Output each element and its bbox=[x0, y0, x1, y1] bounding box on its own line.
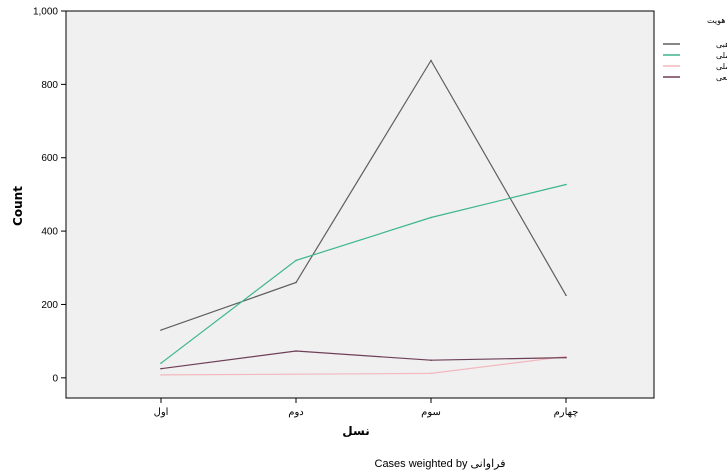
y-tick-label: 0 bbox=[52, 373, 58, 384]
x-tick-label: چهارم bbox=[554, 407, 579, 418]
series-line bbox=[160, 350, 567, 370]
plot-background bbox=[66, 11, 654, 398]
series-line bbox=[160, 183, 567, 364]
series-line bbox=[160, 59, 567, 331]
y-tick-label: 1,000 bbox=[33, 7, 58, 18]
y-axis: 0 200 400 600 800 1,000 bbox=[33, 7, 66, 384]
data-point bbox=[160, 374, 162, 376]
legend-label: اساطیر جمعی bbox=[716, 73, 727, 82]
x-axis-title: نسل bbox=[342, 424, 369, 438]
y-tick-label: 400 bbox=[41, 227, 58, 238]
data-point bbox=[430, 59, 432, 62]
y-tick-label: 600 bbox=[41, 153, 58, 164]
data-point bbox=[430, 216, 432, 219]
x-tick-label: سوم bbox=[421, 407, 441, 418]
data-point bbox=[565, 294, 567, 297]
y-axis-title: Count bbox=[11, 186, 25, 226]
series-line bbox=[160, 355, 567, 376]
legend-label: هویت مذهبی bbox=[716, 40, 727, 49]
x-axis: اول دوم سوم چهارم bbox=[154, 398, 579, 418]
plot-frame bbox=[65, 10, 655, 399]
legend: هویت هویت مذهبی هویت ملی هویت فراملی اساطیر… bbox=[663, 16, 727, 82]
data-point bbox=[430, 359, 432, 362]
y-tick-label: 200 bbox=[41, 300, 58, 311]
data-point bbox=[565, 356, 567, 359]
data-point bbox=[160, 362, 162, 364]
series-layer bbox=[160, 59, 567, 376]
legend-label: هویت ملی bbox=[716, 51, 727, 60]
data-point bbox=[565, 183, 567, 186]
data-point bbox=[430, 372, 432, 375]
legend-label: هویت فراملی bbox=[716, 62, 727, 71]
data-point bbox=[565, 355, 567, 358]
y-tick-label: 800 bbox=[41, 80, 58, 91]
x-tick-label: اول bbox=[154, 407, 169, 418]
data-point bbox=[295, 281, 297, 284]
data-point bbox=[295, 350, 297, 352]
weighting-footnote: Cases weighted by فراوانی bbox=[375, 458, 506, 470]
data-point bbox=[295, 259, 297, 262]
data-point bbox=[160, 367, 162, 370]
data-point bbox=[295, 373, 297, 375]
x-tick-label: دوم bbox=[288, 407, 303, 418]
data-point bbox=[160, 329, 162, 331]
legend-title: هویت bbox=[707, 16, 725, 25]
